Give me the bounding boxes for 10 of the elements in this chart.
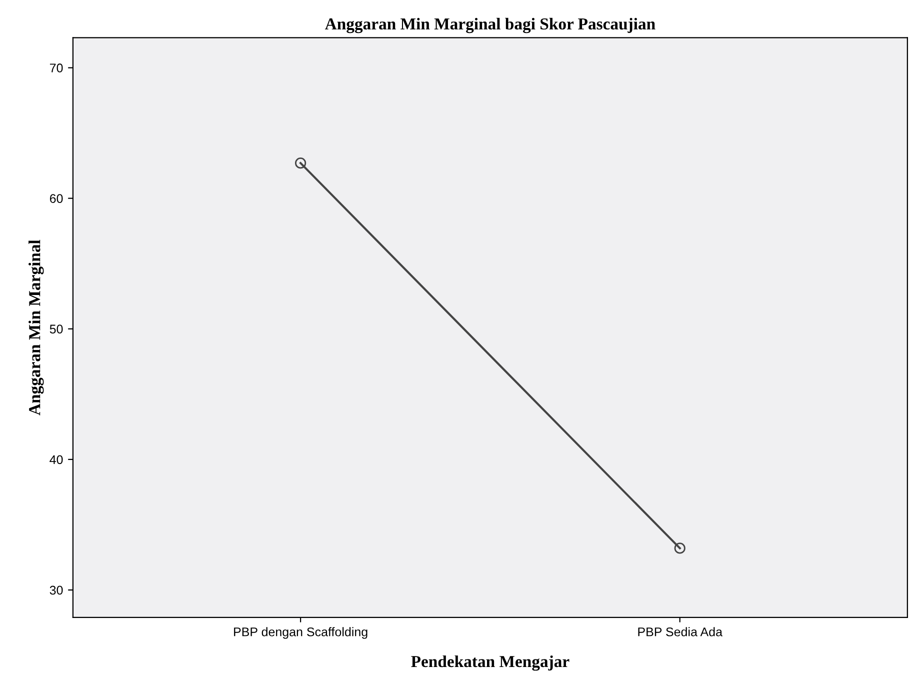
chart-title: Anggaran Min Marginal bagi Skor Pascaujian xyxy=(324,18,656,34)
y-tick-label: 70 xyxy=(50,64,63,72)
x-tick-label: PBP Sedia Ada xyxy=(638,627,722,636)
y-axis-title: Anggaran Min Marginal xyxy=(28,240,44,416)
x-tick-label: PBP dengan Scaffolding xyxy=(234,627,368,639)
y-tick-label: 50 xyxy=(50,324,63,334)
y-tick-label: 60 xyxy=(50,194,63,203)
y-tick-label: 40 xyxy=(50,455,63,464)
y-tick-label: 30 xyxy=(50,586,63,595)
x-axis-title: Pendekatan Mengajar xyxy=(411,655,570,671)
